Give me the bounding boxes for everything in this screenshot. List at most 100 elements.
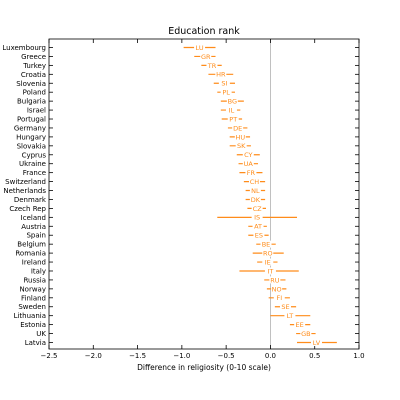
- code-label-bg: [253, 231, 265, 239]
- country-code: NO: [272, 285, 282, 293]
- code-label-bg: [226, 97, 238, 105]
- country-code: BE: [262, 241, 271, 249]
- country-label: Luxembourg: [2, 44, 46, 52]
- code-label-bg: [234, 133, 246, 141]
- country-code: FI: [276, 294, 282, 302]
- country-label: Hungary: [16, 133, 46, 141]
- country-label: Croatia: [21, 71, 46, 79]
- country-code: SK: [237, 142, 246, 150]
- code-label-bg: [279, 303, 291, 311]
- code-label-bg: [310, 339, 322, 346]
- country-code: NL: [251, 187, 260, 195]
- country-code: RU: [270, 276, 280, 284]
- x-tick-label: 0.0: [265, 352, 276, 360]
- country-code: GB: [301, 330, 311, 338]
- x-tick-label: −2.5: [41, 352, 58, 360]
- country-code: AT: [254, 223, 262, 231]
- country-label: Denmark: [14, 196, 47, 204]
- code-label-bg: [220, 88, 232, 96]
- code-label-bg: [300, 330, 312, 338]
- country-code: CY: [244, 151, 252, 159]
- x-tick-label: −1.5: [129, 352, 146, 360]
- country-code: FR: [247, 169, 256, 177]
- code-label-bg: [235, 142, 247, 150]
- code-label-bg: [206, 61, 218, 69]
- country-label: Russia: [23, 276, 46, 284]
- country-label: Switzerland: [5, 178, 46, 186]
- country-code: ES: [255, 232, 263, 240]
- country-label: Lithuania: [14, 312, 46, 320]
- code-label-bg: [248, 178, 260, 186]
- country-code: LV: [313, 339, 321, 347]
- country-code: TR: [207, 62, 217, 70]
- x-axis-label: Difference in religiosity (0-10 scale): [137, 363, 271, 372]
- country-label: Cyprus: [22, 151, 47, 159]
- x-tick-label: 1.0: [353, 352, 364, 360]
- country-label: Romania: [15, 250, 46, 258]
- country-code: UA: [244, 160, 254, 168]
- country-code: RO: [263, 250, 273, 258]
- x-tick-label: −0.5: [218, 352, 235, 360]
- country-label: Bulgaria: [17, 98, 46, 106]
- code-label-bg: [249, 187, 261, 195]
- plot-area: −2.5 −2.0 −1.5 −1.0 −0.5 0.0 0.5 1.0 Luxembourg L…: [2, 39, 365, 360]
- country-code: LT: [287, 312, 294, 320]
- code-label-bg: [252, 222, 264, 230]
- country-code: SE: [281, 303, 289, 311]
- country-code: SI: [221, 80, 227, 88]
- country-code: CZ: [253, 205, 263, 213]
- country-label: Spain: [26, 232, 46, 240]
- country-label: Finland: [21, 294, 46, 302]
- x-tick-label: 0.5: [309, 352, 320, 360]
- country-label: Portugal: [17, 116, 46, 124]
- country-code: DK: [251, 196, 261, 204]
- code-label-bg: [294, 321, 306, 329]
- country-label: Norway: [19, 285, 46, 293]
- country-label: Belgium: [17, 241, 46, 249]
- country-code: EE: [296, 321, 304, 329]
- code-label-bg: [232, 124, 244, 132]
- code-label-bg: [194, 44, 206, 51]
- country-label: Austria: [21, 223, 46, 231]
- code-label-bg: [262, 249, 274, 257]
- country-label: Ireland: [22, 259, 46, 267]
- code-label-bg: [227, 115, 239, 123]
- country-label: Sweden: [18, 303, 46, 311]
- code-label-bg: [245, 169, 257, 177]
- country-label: Slovakia: [17, 142, 46, 150]
- country-label: France: [23, 169, 46, 177]
- plot-frame: [48, 38, 360, 350]
- code-label-bg: [218, 79, 230, 87]
- code-label-bg: [200, 52, 212, 60]
- x-tick-label: −1.0: [173, 352, 190, 360]
- country-label: UK: [36, 330, 46, 338]
- code-label-bg: [242, 160, 254, 168]
- country-label: Czech Rep: [9, 205, 46, 213]
- code-label-bg: [271, 285, 283, 293]
- country-code: IE: [265, 258, 271, 266]
- chart-title: Education rank: [168, 26, 240, 37]
- country-label: Germany: [14, 124, 46, 132]
- country-label: Ukraine: [19, 160, 46, 168]
- country-code: HU: [235, 133, 245, 141]
- code-label-bg: [242, 151, 254, 159]
- code-label-bg: [262, 258, 274, 266]
- country-label: Greece: [21, 53, 46, 61]
- country-code: IL: [229, 106, 235, 114]
- code-label-bg: [269, 276, 281, 284]
- country-code: LU: [196, 44, 204, 52]
- country-code: PL: [222, 89, 230, 97]
- country-code: PT: [229, 115, 237, 123]
- code-label-bg: [249, 195, 261, 203]
- country-code: IS: [254, 214, 260, 222]
- country-label: Estonia: [20, 321, 46, 329]
- country-label: Turkey: [22, 62, 46, 70]
- country-code: BG: [228, 98, 237, 106]
- country-code: CH: [250, 178, 260, 186]
- code-label-bg: [215, 70, 227, 78]
- country-code: DE: [233, 124, 242, 132]
- country-code: HR: [216, 71, 226, 79]
- code-label-bg: [251, 204, 263, 212]
- country-label: Poland: [23, 89, 46, 97]
